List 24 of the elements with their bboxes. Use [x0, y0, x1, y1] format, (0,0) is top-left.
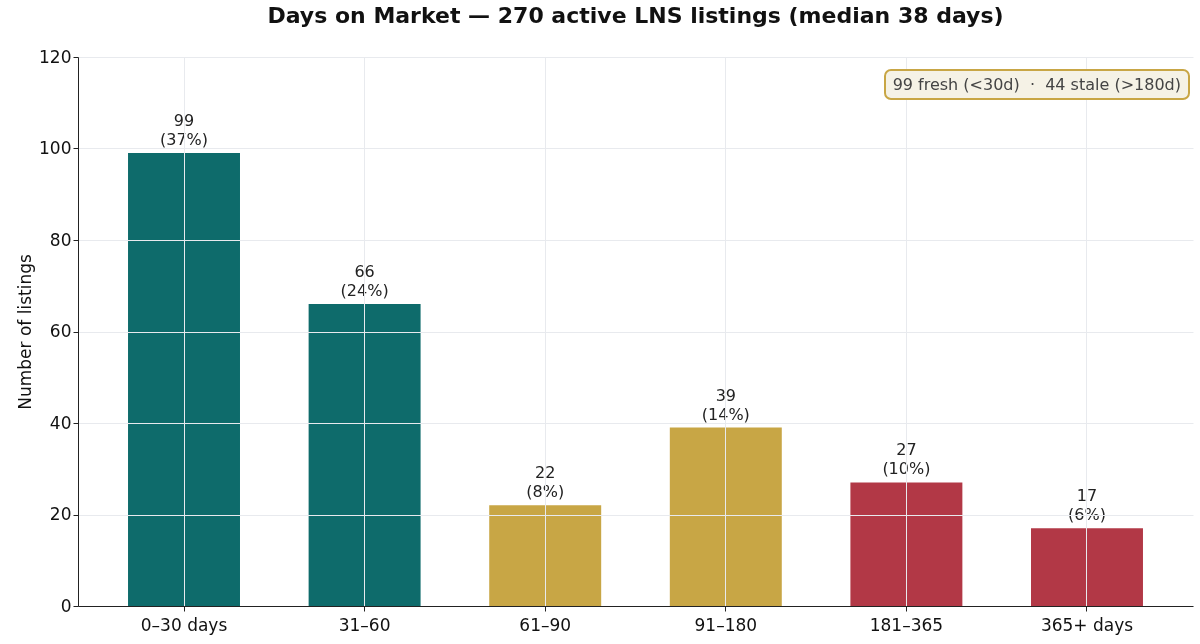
y-tick-label: 80 — [49, 229, 72, 250]
x-tick-label: 0–30 days — [140, 614, 228, 635]
y-tick-label: 120 — [39, 46, 72, 67]
y-axis-title: Number of listings — [15, 254, 36, 410]
x-tick-label: 61–90 — [519, 614, 572, 635]
x-tick-label: 91–180 — [694, 614, 758, 635]
text: 22 (8%) — [526, 463, 565, 502]
y-tick-label: 40 — [49, 412, 72, 433]
bar — [128, 153, 240, 606]
bar — [308, 304, 421, 606]
y-tick-label: 0 — [60, 595, 72, 616]
y-tick-label: 20 — [49, 504, 72, 524]
annotation: 99 fresh (<30d) · 44 stale (>180d) — [883, 69, 1190, 100]
bar — [850, 482, 963, 606]
text: 99 (37%) — [159, 111, 209, 150]
bar — [1031, 528, 1143, 606]
y-tick-label: 60 — [49, 321, 72, 341]
bar — [669, 427, 782, 606]
bar — [489, 505, 602, 606]
chart-title: Days on Market — 270 active LNS listings (median 38 days) — [267, 3, 1004, 28]
x-tick-label: 365+ days — [1040, 614, 1134, 635]
y-tick-label: 100 — [39, 138, 72, 158]
x-tick-label: 181–365 — [869, 614, 944, 635]
x-tick-label: 31–60 — [338, 614, 391, 635]
